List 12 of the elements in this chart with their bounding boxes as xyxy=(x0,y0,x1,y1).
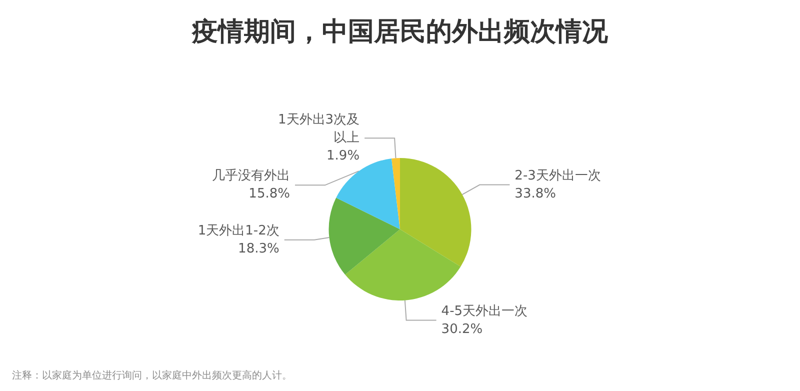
data-label: 33.8% xyxy=(514,186,556,202)
data-label: 1.9% xyxy=(326,148,360,164)
slice-label: 1天外出1-2次 xyxy=(198,223,280,238)
data-label: 18.3% xyxy=(238,241,280,256)
slice-label: 1天外出3次及以上 xyxy=(278,112,360,146)
data-label: 15.8% xyxy=(248,186,290,202)
slice-label: 4-5天外出一次 xyxy=(441,304,528,319)
chart-title: 疫情期间，中国居民的外出频次情况 xyxy=(191,17,609,47)
data-label: 30.2% xyxy=(441,322,483,337)
slice-label: 2-3天外出一次 xyxy=(514,168,601,184)
text: 注释：以家庭为单位进行询问，以家庭中外出频次更高的人计。 xyxy=(12,370,292,382)
slice-label: 几乎没有外出 xyxy=(212,168,290,184)
